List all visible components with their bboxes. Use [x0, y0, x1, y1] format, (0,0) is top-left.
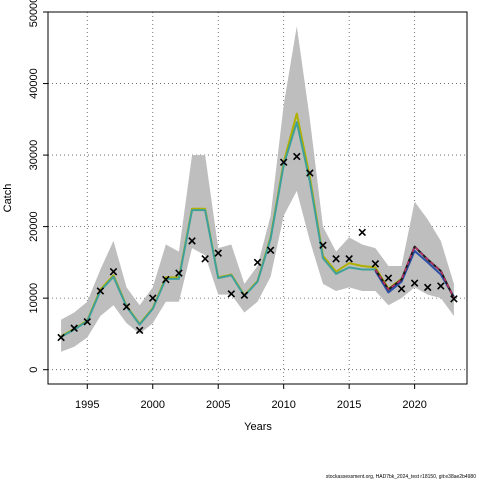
y-tick-label: 50000 — [28, 0, 40, 27]
y-tick-label: 40000 — [28, 68, 40, 99]
observed-point — [384, 274, 393, 282]
observed-point — [162, 275, 170, 284]
series-lines — [60, 112, 455, 338]
observed-point — [122, 302, 131, 311]
observed-point — [188, 237, 196, 245]
observed-point — [96, 287, 105, 295]
observed-point — [332, 255, 340, 263]
observed-point — [253, 258, 262, 267]
observed-point — [293, 152, 301, 161]
x-tick-label: 2020 — [402, 399, 426, 411]
x-tick-label: 1995 — [75, 399, 99, 411]
observed-point — [306, 169, 314, 177]
observed-point — [70, 324, 78, 332]
confidence-band — [61, 26, 454, 352]
observed-point — [227, 290, 236, 298]
observed-point — [201, 255, 209, 263]
series-line-5 — [374, 245, 455, 299]
observed-point — [410, 279, 419, 287]
x-axis-label: Years — [244, 421, 272, 433]
observed-point — [83, 317, 92, 326]
observed-point — [148, 294, 157, 302]
grid-lines — [48, 11, 467, 384]
observed-point — [358, 228, 367, 237]
observed-point — [371, 260, 380, 268]
y-tick-label: 30000 — [28, 140, 40, 171]
x-tick-label: 2015 — [337, 399, 361, 411]
x-tick-label: 2010 — [271, 399, 295, 411]
x-tick-label: 2000 — [141, 399, 165, 411]
x-axis-ticks: 1995 2000 2005 2010 2015 2020 — [75, 384, 427, 411]
plot-frame — [47, 11, 468, 385]
y-axis-label: Catch — [2, 184, 14, 213]
observed-point — [345, 255, 353, 263]
footer-text: stockassessment.org, HAD7bk_2024_test r1… — [326, 474, 476, 480]
observed-point — [135, 326, 144, 335]
observed-point — [266, 246, 275, 254]
y-tick-label: 10000 — [28, 283, 40, 314]
observed-point — [423, 283, 432, 292]
y-tick-label: 20000 — [28, 211, 40, 242]
y-axis-ticks: 0 10000 20000 30000 40000 50000 — [28, 0, 48, 373]
observed-point — [109, 267, 118, 276]
observed-point — [437, 282, 445, 290]
observed-point — [240, 291, 249, 300]
observed-point — [397, 285, 406, 293]
series-line-3 — [374, 249, 455, 298]
series-line-2 — [60, 121, 403, 338]
observed-point — [175, 269, 183, 277]
observed-point — [214, 249, 222, 257]
x-tick-label: 2005 — [206, 399, 230, 411]
observed-point — [319, 241, 327, 249]
y-tick-label: 0 — [28, 367, 40, 373]
observed-point — [279, 158, 288, 166]
observed-point — [57, 333, 65, 342]
observed-point — [450, 295, 458, 303]
observed-points — [57, 152, 458, 342]
